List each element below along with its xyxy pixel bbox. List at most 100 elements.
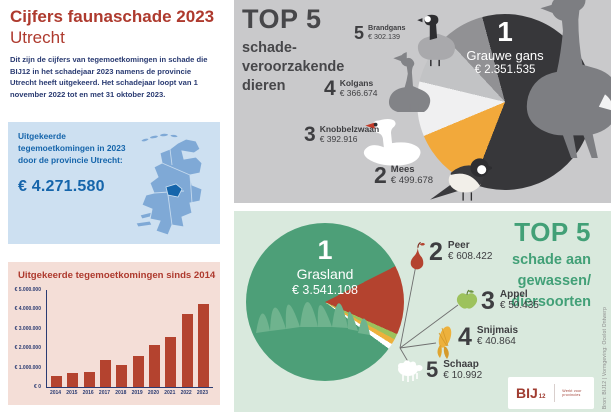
logo-divider <box>554 384 556 402</box>
y-tick-label: € 5.000.000 <box>14 287 41 293</box>
crop-rank-4-amount: € 40.864 <box>476 336 516 347</box>
animal-rank-3-number: 3 <box>304 123 316 146</box>
crop-rank-2-number: 2 <box>429 238 443 266</box>
bar-2020 <box>148 344 160 387</box>
animal-rank-5-number: 5 <box>354 23 365 43</box>
animal-rank-3: 3 Knobbelzwaan € 392.916 <box>304 124 379 145</box>
bar-2022 <box>181 313 193 387</box>
y-tick-label: € 4.000.000 <box>14 306 41 313</box>
animals-heading: TOP 5 schade- veroorzakende dieren <box>242 4 344 96</box>
x-tick-label: 2022 <box>180 390 192 396</box>
swan-icon <box>363 119 421 166</box>
animal-rank-2-amount: € 499.678 <box>390 175 434 186</box>
crop-rank-3: 3 Appel € 50.435 <box>456 289 539 314</box>
bar-chart-bars <box>47 290 213 387</box>
x-tick-label: 2015 <box>66 390 78 396</box>
bij12-tagline: Werkt voor provincies <box>562 389 582 397</box>
bar-chart-plot <box>46 290 213 388</box>
netherlands-map <box>135 132 203 236</box>
crop-rank-1-amount: € 3.541.108 <box>291 283 359 297</box>
animals-subtitle-line2: veroorzakende <box>242 59 345 75</box>
crops-subtitle-line2: gewassen/ <box>517 273 591 289</box>
bar-2023 <box>197 304 209 387</box>
bar-2019 <box>132 356 144 387</box>
apple-icon <box>456 289 478 309</box>
y-tick-label: € 2.000.000 <box>14 345 41 352</box>
bar-2016 <box>83 371 95 387</box>
x-tick-label: 2014 <box>49 390 62 396</box>
payout-box: Uitgekeerde tegemoetkomingen in 2023 doo… <box>8 122 220 244</box>
x-tick-label: 2019 <box>131 390 143 396</box>
crop-rank-3-amount: € 50.435 <box>499 300 539 311</box>
bar-chart-ylabels: € 0 € 1.000.000 € 2.000.000 € 3.000.000 € 4.… <box>12 287 44 390</box>
animal-rank-4-name: Kolgans <box>339 78 374 88</box>
animal-rank-4-amount: € 366.674 <box>339 88 378 98</box>
y-tick-label: € 1.000.000 <box>14 364 41 371</box>
animal-rank-1-number: 1 <box>497 16 513 47</box>
barnacle-goose-icon <box>417 14 455 67</box>
page-title-line1: Cijfers faunaschade 2023 <box>10 7 215 26</box>
crop-rank-1-name: Grasland <box>296 266 354 282</box>
bar-chart-xlabels: 2014 2015 2016 2017 2018 2019 2020 2021 2022 2023 <box>46 390 212 396</box>
bij12-logo-text: BIJ <box>516 385 538 401</box>
crops-pie <box>246 223 404 381</box>
corn-icon <box>437 326 452 359</box>
crop-rank-5: 5 Schaap € 10.992 <box>397 359 482 382</box>
y-tick-label: € 0 <box>34 384 41 390</box>
bar-2014 <box>51 375 62 387</box>
x-tick-label: 2023 <box>196 390 209 396</box>
crop-rank-4-number: 4 <box>458 323 472 351</box>
x-tick-label: 2021 <box>164 390 176 396</box>
animal-rank-5: 5 Brandgans € 302.139 <box>354 23 406 43</box>
crop-rank-1: 1 Grasland € 3.541.108 <box>250 235 400 298</box>
crop-rank-2: 2 Peer € 608.422 <box>408 240 492 270</box>
bar-2015 <box>67 372 79 387</box>
crops-heading: TOP 5 schade aan gewassen/ diersoorten <box>511 217 591 313</box>
x-tick-label: 2020 <box>147 390 160 396</box>
page-title-line2: Utrecht <box>10 28 65 47</box>
bar-chart-title: Uitgekeerde tegemoetkomingen sinds 2014 <box>18 270 216 281</box>
animal-rank-2: 2 Mees € 499.678 <box>374 164 433 187</box>
intro-text: Dit zijn de cijfers van tegemoetkomingen… <box>10 55 208 99</box>
payout-amount: € 4.271.580 <box>18 178 105 195</box>
crop-rank-5-name: Schaap <box>443 359 479 370</box>
animal-rank-2-name: Mees <box>390 164 415 175</box>
bar-2018 <box>116 365 128 387</box>
animal-rank-1: 1 Grauwe gans € 2.351.535 <box>440 16 570 77</box>
animal-rank-1-name: Grauwe gans <box>466 48 544 63</box>
animals-heading-top5: TOP 5 <box>242 4 322 34</box>
crop-rank-5-number: 5 <box>426 357 439 382</box>
animal-rank-2-number: 2 <box>374 162 387 188</box>
animal-rank-5-amount: € 302.139 <box>368 31 400 41</box>
crops-subtitle-line3: diersoorten <box>511 294 591 310</box>
y-tick-label: € 3.000.000 <box>14 325 41 332</box>
goose-icon <box>388 52 431 112</box>
animal-rank-4-number: 4 <box>324 77 336 100</box>
crop-rank-1-number: 1 <box>317 235 333 265</box>
animal-rank-3-amount: € 392.916 <box>319 134 358 144</box>
panel-top5-animals: 1 Grauwe gans € 2.351.535 <box>234 0 611 203</box>
bar-2017 <box>99 360 111 387</box>
crops-subtitle-line1: schade aan <box>512 252 591 268</box>
crop-rank-4: 4 Snijmais € 40.864 <box>433 325 518 359</box>
pear-icon <box>410 241 426 270</box>
animal-rank-5-name: Brandgans <box>368 23 406 32</box>
bij12-logo: BIJ 12 Werkt voor provincies <box>508 377 594 409</box>
animal-rank-4: 4 Kolgans € 366.674 <box>324 78 378 99</box>
crops-heading-top5: TOP 5 <box>514 217 591 247</box>
grass-texture <box>256 302 370 335</box>
x-tick-label: 2016 <box>82 390 94 396</box>
animal-rank-3-name: Knobbelzwaan <box>319 124 380 134</box>
panel-top5-crops: 1 Grasland € 3.541.108 TOP 5 schade aan … <box>234 211 611 412</box>
utrecht-province <box>165 183 183 198</box>
source-credit: Bron: BIJ12 | Vormgeving: Ocelot Ontwerp <box>602 306 608 409</box>
animal-rank-1-amount: € 2.351.535 <box>474 64 536 76</box>
greylag-goose-icon <box>526 0 611 158</box>
great-tit-icon <box>430 158 492 201</box>
callout-lines <box>399 264 459 366</box>
crop-rank-2-amount: € 608.422 <box>447 251 493 262</box>
bij12-logo-number: 12 <box>538 394 546 400</box>
bar-chart-box: Uitgekeerde tegemoetkomingen sinds 2014 … <box>8 262 220 405</box>
crop-rank-4-name: Snijmais <box>476 325 519 336</box>
crop-rank-5-amount: € 10.992 <box>443 370 483 381</box>
